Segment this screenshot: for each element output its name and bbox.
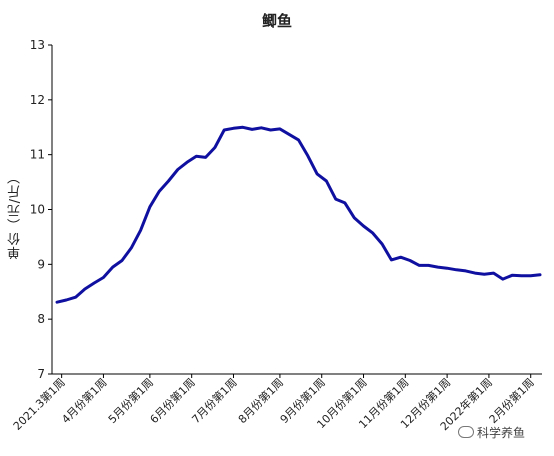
- watermark-text: 科学养鱼: [477, 426, 526, 440]
- y-tick-label: 9: [37, 257, 45, 271]
- y-tick-label: 12: [30, 93, 45, 107]
- y-tick-label: 11: [30, 148, 45, 162]
- wechat-icon: [458, 426, 474, 438]
- y-tick-label: 13: [30, 38, 45, 52]
- y-tick-label: 10: [30, 203, 45, 217]
- x-tick-label: 2021.3第1周: [10, 375, 68, 433]
- chart-title: 鲫鱼: [261, 12, 292, 30]
- x-tick-label: 2月份第1周: [486, 375, 537, 426]
- series-line: [55, 125, 542, 304]
- y-tick-label: 8: [37, 312, 45, 326]
- y-tick-label: 7: [37, 367, 45, 381]
- x-tick-label: 4月份第1周: [59, 375, 110, 426]
- watermark: 科学养鱼: [458, 424, 525, 441]
- x-tick-label: 7月份第1周: [189, 375, 240, 426]
